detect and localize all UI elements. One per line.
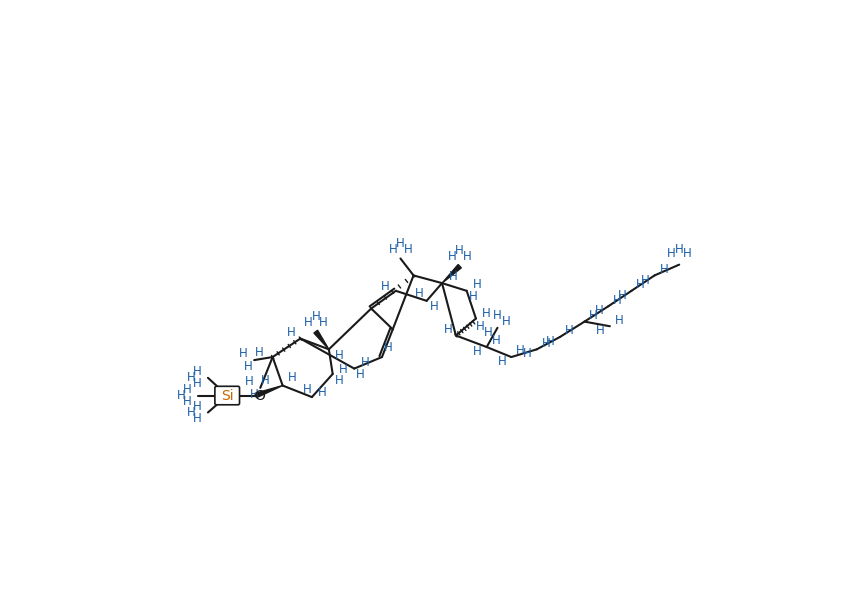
Text: H: H	[613, 293, 622, 306]
Polygon shape	[442, 265, 462, 283]
Text: H: H	[473, 278, 482, 291]
Text: H: H	[493, 309, 502, 322]
Text: H: H	[396, 236, 405, 249]
Text: H: H	[596, 324, 605, 337]
Text: H: H	[468, 290, 477, 303]
Text: H: H	[360, 356, 370, 369]
Text: H: H	[244, 360, 252, 373]
Text: H: H	[250, 387, 258, 400]
Text: H: H	[565, 324, 573, 337]
Text: H: H	[389, 243, 397, 256]
Text: H: H	[384, 341, 392, 354]
Text: H: H	[463, 251, 472, 263]
Text: H: H	[641, 274, 650, 287]
Text: H: H	[660, 263, 668, 276]
Text: H: H	[523, 348, 532, 360]
Text: H: H	[239, 348, 248, 360]
Text: H: H	[261, 374, 269, 387]
Text: H: H	[449, 270, 457, 284]
Text: H: H	[541, 336, 550, 350]
Text: H: H	[404, 243, 413, 256]
Text: H: H	[339, 363, 347, 376]
Text: H: H	[675, 243, 684, 256]
Text: H: H	[193, 378, 202, 391]
Text: H: H	[615, 314, 624, 327]
Text: H: H	[589, 309, 598, 322]
Text: H: H	[637, 278, 645, 291]
Text: H: H	[430, 300, 438, 314]
Text: H: H	[498, 355, 506, 368]
Text: H: H	[484, 326, 492, 339]
FancyBboxPatch shape	[214, 386, 239, 405]
Text: H: H	[456, 244, 464, 257]
Text: H: H	[335, 374, 343, 387]
Text: H: H	[414, 287, 423, 300]
Text: Si: Si	[221, 389, 233, 403]
Text: H: H	[311, 309, 320, 323]
Text: H: H	[183, 383, 191, 396]
Text: H: H	[448, 251, 456, 263]
Text: H: H	[618, 289, 626, 302]
Text: H: H	[547, 335, 555, 348]
Text: H: H	[187, 371, 196, 384]
Text: H: H	[193, 365, 202, 378]
Text: H: H	[482, 308, 491, 321]
Text: H: H	[668, 247, 676, 260]
Text: H: H	[381, 280, 390, 293]
Polygon shape	[314, 330, 329, 349]
Text: H: H	[193, 412, 202, 425]
Text: H: H	[682, 247, 692, 260]
Text: H: H	[502, 315, 511, 328]
Text: H: H	[255, 346, 263, 359]
Text: H: H	[517, 344, 525, 357]
Text: H: H	[193, 400, 202, 413]
Text: H: H	[318, 386, 327, 399]
Text: H: H	[444, 323, 452, 336]
Text: H: H	[356, 368, 365, 381]
Text: H: H	[303, 383, 311, 396]
Text: H: H	[595, 305, 603, 317]
Text: H: H	[287, 326, 295, 339]
Text: H: H	[319, 316, 328, 329]
Text: H: H	[476, 320, 485, 333]
Polygon shape	[255, 386, 282, 398]
Text: H: H	[187, 406, 196, 419]
Text: H: H	[492, 335, 500, 348]
Text: H: H	[183, 395, 191, 408]
Text: O: O	[254, 389, 265, 403]
Text: H: H	[473, 345, 482, 358]
Text: H: H	[177, 389, 185, 402]
Text: H: H	[335, 349, 344, 362]
Text: H: H	[245, 375, 254, 388]
Text: H: H	[287, 371, 296, 384]
Text: H: H	[304, 316, 312, 329]
